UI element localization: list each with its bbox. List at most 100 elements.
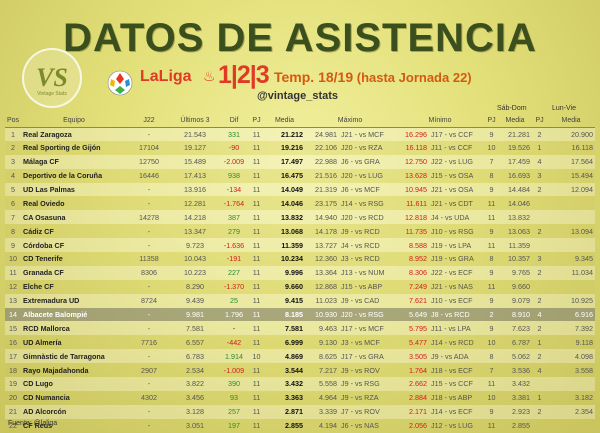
row-pj: 11 <box>249 335 264 350</box>
row-max-match: J20 - vs RZA <box>339 140 396 155</box>
row-j22: 17104 <box>127 140 171 155</box>
row-max: 8.625 <box>305 349 339 364</box>
row-min: 2.884 <box>395 390 430 405</box>
row-pj-sd: 10 <box>485 140 499 155</box>
row-media-lv: 17.564 <box>547 154 596 169</box>
row-min-match: J21 - vs CDT <box>429 196 486 211</box>
row-dif: -1.764 <box>219 196 249 211</box>
row-j22: - <box>127 349 171 364</box>
row-pj-sd: 11 <box>485 279 499 294</box>
header-dif: Dif <box>219 114 249 128</box>
row-media-lv: 13.094 <box>547 224 596 239</box>
row-pos: 14 <box>5 307 21 322</box>
row-dif: -1.370 <box>219 279 249 294</box>
row-min: 11.735 <box>395 224 430 239</box>
row-team: CA Osasuna <box>21 210 127 225</box>
row-pos: 4 <box>5 168 21 183</box>
row-last3: 9.981 <box>171 307 219 322</box>
row-media: 7.581 <box>264 321 305 336</box>
row-min-match: J14 - vs RCD <box>429 335 486 350</box>
row-media-lv: 6.916 <box>547 307 596 322</box>
row-media-lv <box>547 238 596 253</box>
row-media: 14.049 <box>264 182 305 197</box>
row-dif: - <box>219 321 249 336</box>
row-min-match: J19 - vs LPA <box>429 238 486 253</box>
row-media-sd: 19.526 <box>498 140 533 155</box>
row-dif: 279 <box>219 224 249 239</box>
table-row: 20 CD Numancia 4302 3.456 93 11 3.363 4.964 J9 -… <box>5 390 596 405</box>
row-team: CD Tenerife <box>21 252 127 266</box>
row-pos: 18 <box>5 363 21 378</box>
row-last3: 7.581 <box>171 321 219 336</box>
row-media-sd: 17.459 <box>498 154 533 169</box>
row-team: Cádiz CF <box>21 224 127 239</box>
row-pj-lv: 2 <box>532 321 548 336</box>
row-media-sd: 9.660 <box>498 279 533 294</box>
row-j22: - <box>127 224 171 239</box>
row-min-match: J22 - vs LUG <box>429 154 486 169</box>
row-media-lv: 11.034 <box>547 265 596 280</box>
row-max-match: J3 - vs RCD <box>339 252 396 266</box>
row-media-sd: 11.359 <box>498 238 533 253</box>
row-pj: 11 <box>249 238 264 253</box>
row-max: 12.360 <box>305 252 339 266</box>
row-pj-sd: 11 <box>485 196 499 211</box>
row-last3: 15.489 <box>171 154 219 169</box>
row-media-sd: 7.623 <box>498 321 533 336</box>
row-media-sd: 8.910 <box>498 307 533 322</box>
row-team: CD Lugo <box>21 377 127 391</box>
row-pos: 22 <box>5 418 21 433</box>
row-max: 4.194 <box>305 418 339 433</box>
row-pj-lv <box>532 279 548 294</box>
row-last3: 13.916 <box>171 182 219 197</box>
table-row: 1 Real Zaragoza -21.543 331 11 21.212 24.981 J2… <box>5 127 596 141</box>
row-last3: 2.534 <box>171 363 219 378</box>
row-pj-lv <box>532 210 548 225</box>
row-j22: - <box>127 404 171 419</box>
row-min: 7.621 <box>395 293 430 308</box>
row-media-lv: 16.118 <box>547 140 596 155</box>
row-media: 3.432 <box>264 377 305 391</box>
row-pos: 10 <box>5 252 21 266</box>
row-media-sd: 6.787 <box>498 335 533 350</box>
row-min-match: J11 - vs CCF <box>429 140 486 155</box>
row-min: 2.662 <box>395 377 430 391</box>
row-pj-lv: 1 <box>532 335 548 350</box>
row-dif: 25 <box>219 293 249 308</box>
row-media-sd: 2.923 <box>498 404 533 419</box>
header-min: Mínimo <box>395 114 486 128</box>
row-j22: 7716 <box>127 335 171 350</box>
vintage-stats-seal-logo: VS Vintage Stats <box>22 48 82 108</box>
row-dif: -191 <box>219 252 249 266</box>
row-pj: 11 <box>249 140 264 155</box>
row-pj: 11 <box>249 321 264 336</box>
row-pj: 11 <box>249 363 264 378</box>
row-max: 7.217 <box>305 363 339 378</box>
table-row: 15 RCD Mallorca -7.581-11 7.581 9.463 J17 - v… <box>5 321 596 336</box>
row-max: 13.727 <box>305 238 339 253</box>
header-pj-lv: PJ <box>532 114 548 128</box>
row-max: 5.558 <box>305 377 339 391</box>
row-media-sd: 2.855 <box>498 418 533 433</box>
row-last3: 3.456 <box>171 390 219 405</box>
row-pj-lv: 2 <box>532 182 548 197</box>
row-pj-sd: 7 <box>485 363 499 378</box>
row-pj: 11 <box>249 210 264 225</box>
row-dif: 390 <box>219 377 249 391</box>
row-min: 12.750 <box>395 154 430 169</box>
row-media-lv: 12.094 <box>547 182 596 197</box>
row-pos: 13 <box>5 293 21 308</box>
table-row: 16 UD Almería 7716 6.557 -442 11 6.999 9.130 J3 … <box>5 335 596 350</box>
row-media: 2.855 <box>264 418 305 433</box>
attendance-table: Pos Equipo J22 Últimos 3 Dif PJ Media Má… <box>5 114 596 433</box>
row-last3: 10.223 <box>171 265 219 280</box>
row-max: 11.023 <box>305 293 339 308</box>
row-team: Real Sporting de Gijón <box>21 140 127 155</box>
row-media: 10.234 <box>264 252 305 266</box>
season-sub: (hasta Jornada 22) <box>356 70 472 85</box>
row-min-match: J19 - vs GRA <box>429 252 486 266</box>
row-media-lv: 9.345 <box>547 252 596 266</box>
row-pos: 1 <box>5 127 21 141</box>
row-min: 11.611 <box>395 196 430 211</box>
row-media-lv <box>547 210 596 225</box>
